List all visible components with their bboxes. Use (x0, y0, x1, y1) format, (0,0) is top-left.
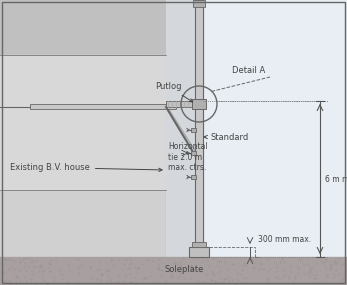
Bar (191, 128, 196, 132)
Bar (166, 101, 203, 107)
Text: Standard: Standard (204, 133, 249, 141)
Bar (0, 0, 180, 107)
Bar (195, 0, 203, 257)
Bar (0, 107, 180, 257)
Text: Detail A: Detail A (232, 66, 265, 75)
Bar (191, 175, 196, 179)
Text: Putlog: Putlog (155, 82, 193, 102)
Bar (203, 0, 347, 285)
Text: Soleplate: Soleplate (165, 266, 204, 274)
Bar (0, 55, 166, 190)
Text: Horizontal
tie 2.0 m
max. ctrs.: Horizontal tie 2.0 m max. ctrs. (168, 142, 208, 172)
Text: 300 mm max.: 300 mm max. (258, 235, 311, 244)
Bar (192, 242, 206, 247)
Bar (166, 0, 203, 257)
Text: Existing B.V. house: Existing B.V. house (10, 163, 162, 172)
Text: 6 m max.: 6 m max. (325, 174, 347, 184)
Bar (166, 0, 180, 257)
Bar (191, 151, 196, 155)
Bar (192, 99, 206, 109)
Bar (189, 247, 209, 257)
Bar (193, 0, 205, 7)
Bar (30, 104, 176, 109)
Bar (0, 257, 347, 285)
Bar (166, 0, 180, 55)
